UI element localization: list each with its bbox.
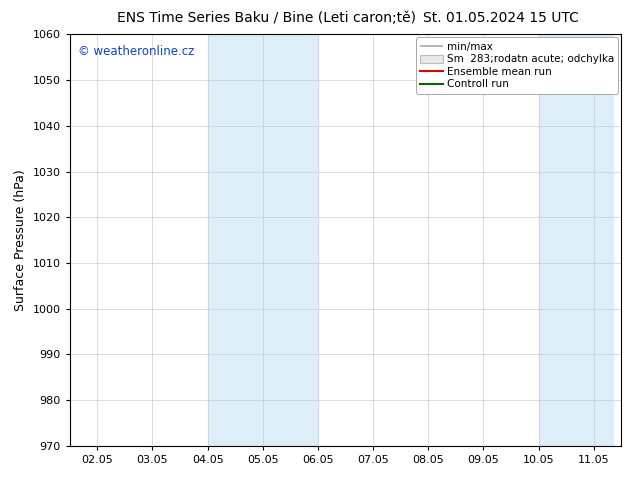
Text: © weatheronline.cz: © weatheronline.cz (78, 45, 195, 58)
Text: St. 01.05.2024 15 UTC: St. 01.05.2024 15 UTC (423, 11, 579, 25)
Bar (207, 34, 318, 446)
Bar (538, 34, 613, 446)
Legend: min/max, Sm  283;rodatn acute; odchylka, Ensemble mean run, Controll run: min/max, Sm 283;rodatn acute; odchylka, … (415, 37, 618, 94)
Text: ENS Time Series Baku / Bine (Leti caron;tě): ENS Time Series Baku / Bine (Leti caron;… (117, 11, 416, 25)
Y-axis label: Surface Pressure (hPa): Surface Pressure (hPa) (14, 169, 27, 311)
